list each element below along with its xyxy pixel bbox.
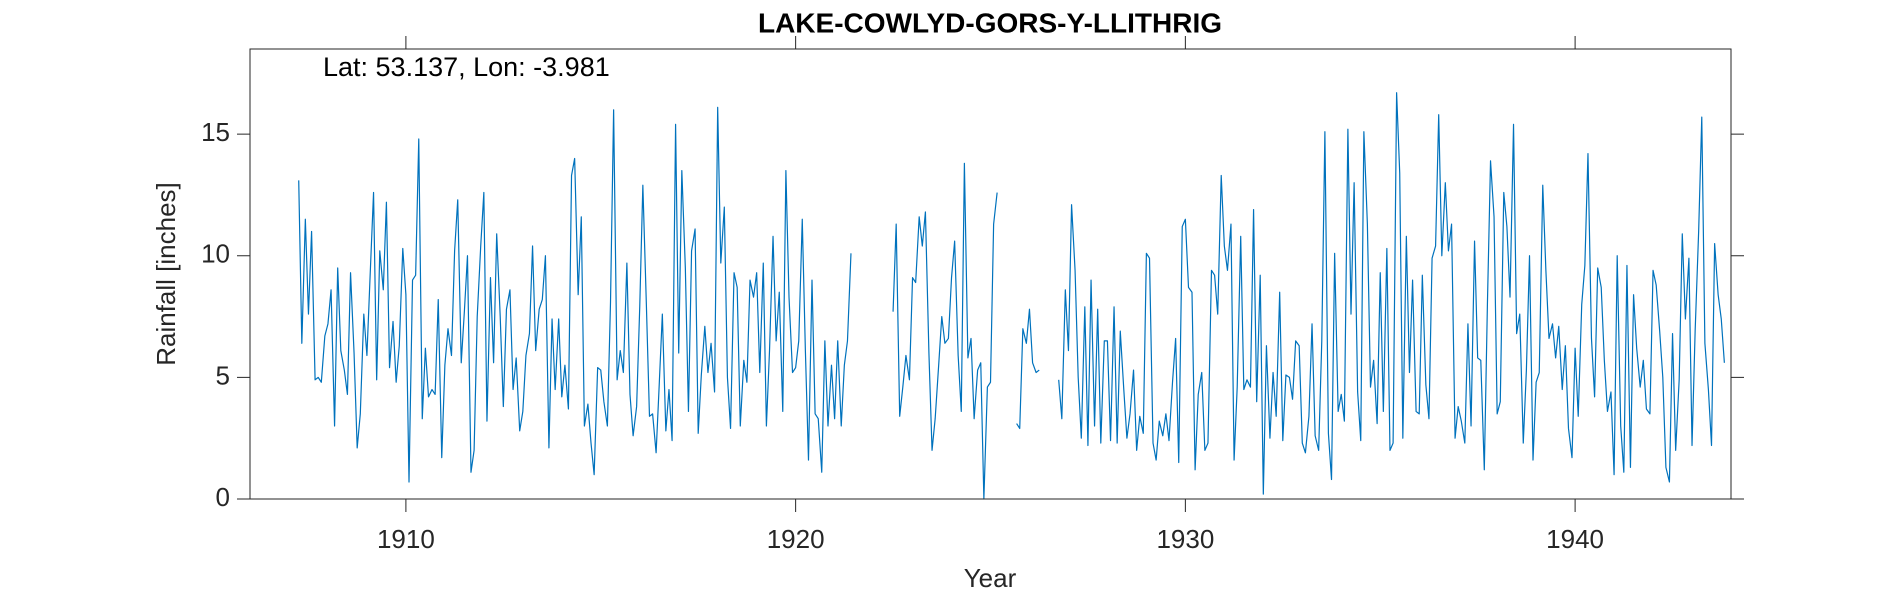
data-line — [892, 162, 998, 500]
data-line — [298, 106, 852, 483]
data-line — [1058, 92, 1725, 495]
annotation: Lat: 53.137, Lon: -3.981 — [323, 52, 610, 82]
y-tick-label: 10 — [201, 239, 230, 269]
x-tick-label: 1920 — [767, 524, 825, 554]
y-axis-label: Rainfall [inches] — [151, 182, 181, 366]
data-line — [1016, 308, 1040, 430]
y-tick-label: 5 — [216, 360, 230, 390]
axes-box — [249, 48, 1732, 500]
chart-title: LAKE-COWLYD-GORS-Y-LLITHRIG — [758, 7, 1222, 38]
x-axis-label: Year — [964, 563, 1017, 591]
y-tick-label: 0 — [216, 482, 230, 512]
y-tick-label: 15 — [201, 117, 230, 147]
x-tick-label: 1910 — [377, 524, 435, 554]
x-tick-label: 1940 — [1546, 524, 1604, 554]
x-tick-label: 1930 — [1156, 524, 1214, 554]
